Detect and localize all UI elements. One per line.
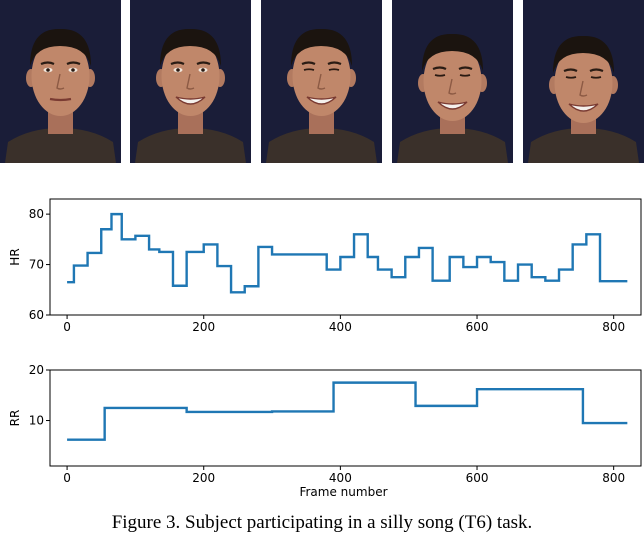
x-tick-label: 600: [466, 471, 489, 485]
x-axis-label: Frame number: [299, 485, 387, 499]
x-tick-label: 600: [466, 320, 489, 334]
x-tick-label: 200: [192, 471, 215, 485]
x-tick-label: 400: [329, 471, 352, 485]
y-axis-label: RR: [8, 410, 22, 427]
x-tick-label: 0: [63, 471, 71, 485]
y-tick-label: 10: [29, 414, 44, 428]
x-tick-label: 800: [602, 471, 625, 485]
plot-frame: [50, 370, 641, 466]
x-tick-label: 200: [192, 320, 215, 334]
x-tick-label: 0: [63, 320, 71, 334]
x-tick-label: 800: [602, 320, 625, 334]
series-line-hr: [67, 214, 627, 292]
y-axis-label: HR: [8, 248, 22, 265]
figure-caption: Figure 3. Subject participating in a sil…: [0, 512, 644, 534]
y-tick-label: 60: [29, 308, 44, 322]
y-tick-label: 70: [29, 258, 44, 272]
chart-hr: 0 200 400 600 800 60 70 80 HR: [8, 199, 641, 334]
physiology-plots: 0 200 400 600 800 60 70 80 HR 0 200 400 600 800 10 20 RR…: [0, 0, 644, 510]
x-tick-label: 400: [329, 320, 352, 334]
y-tick-label: 80: [29, 207, 44, 221]
series-line-rr: [67, 383, 627, 440]
chart-rr: 0 200 400 600 800 10 20 RR Frame number: [8, 363, 641, 499]
y-tick-label: 20: [29, 363, 44, 377]
